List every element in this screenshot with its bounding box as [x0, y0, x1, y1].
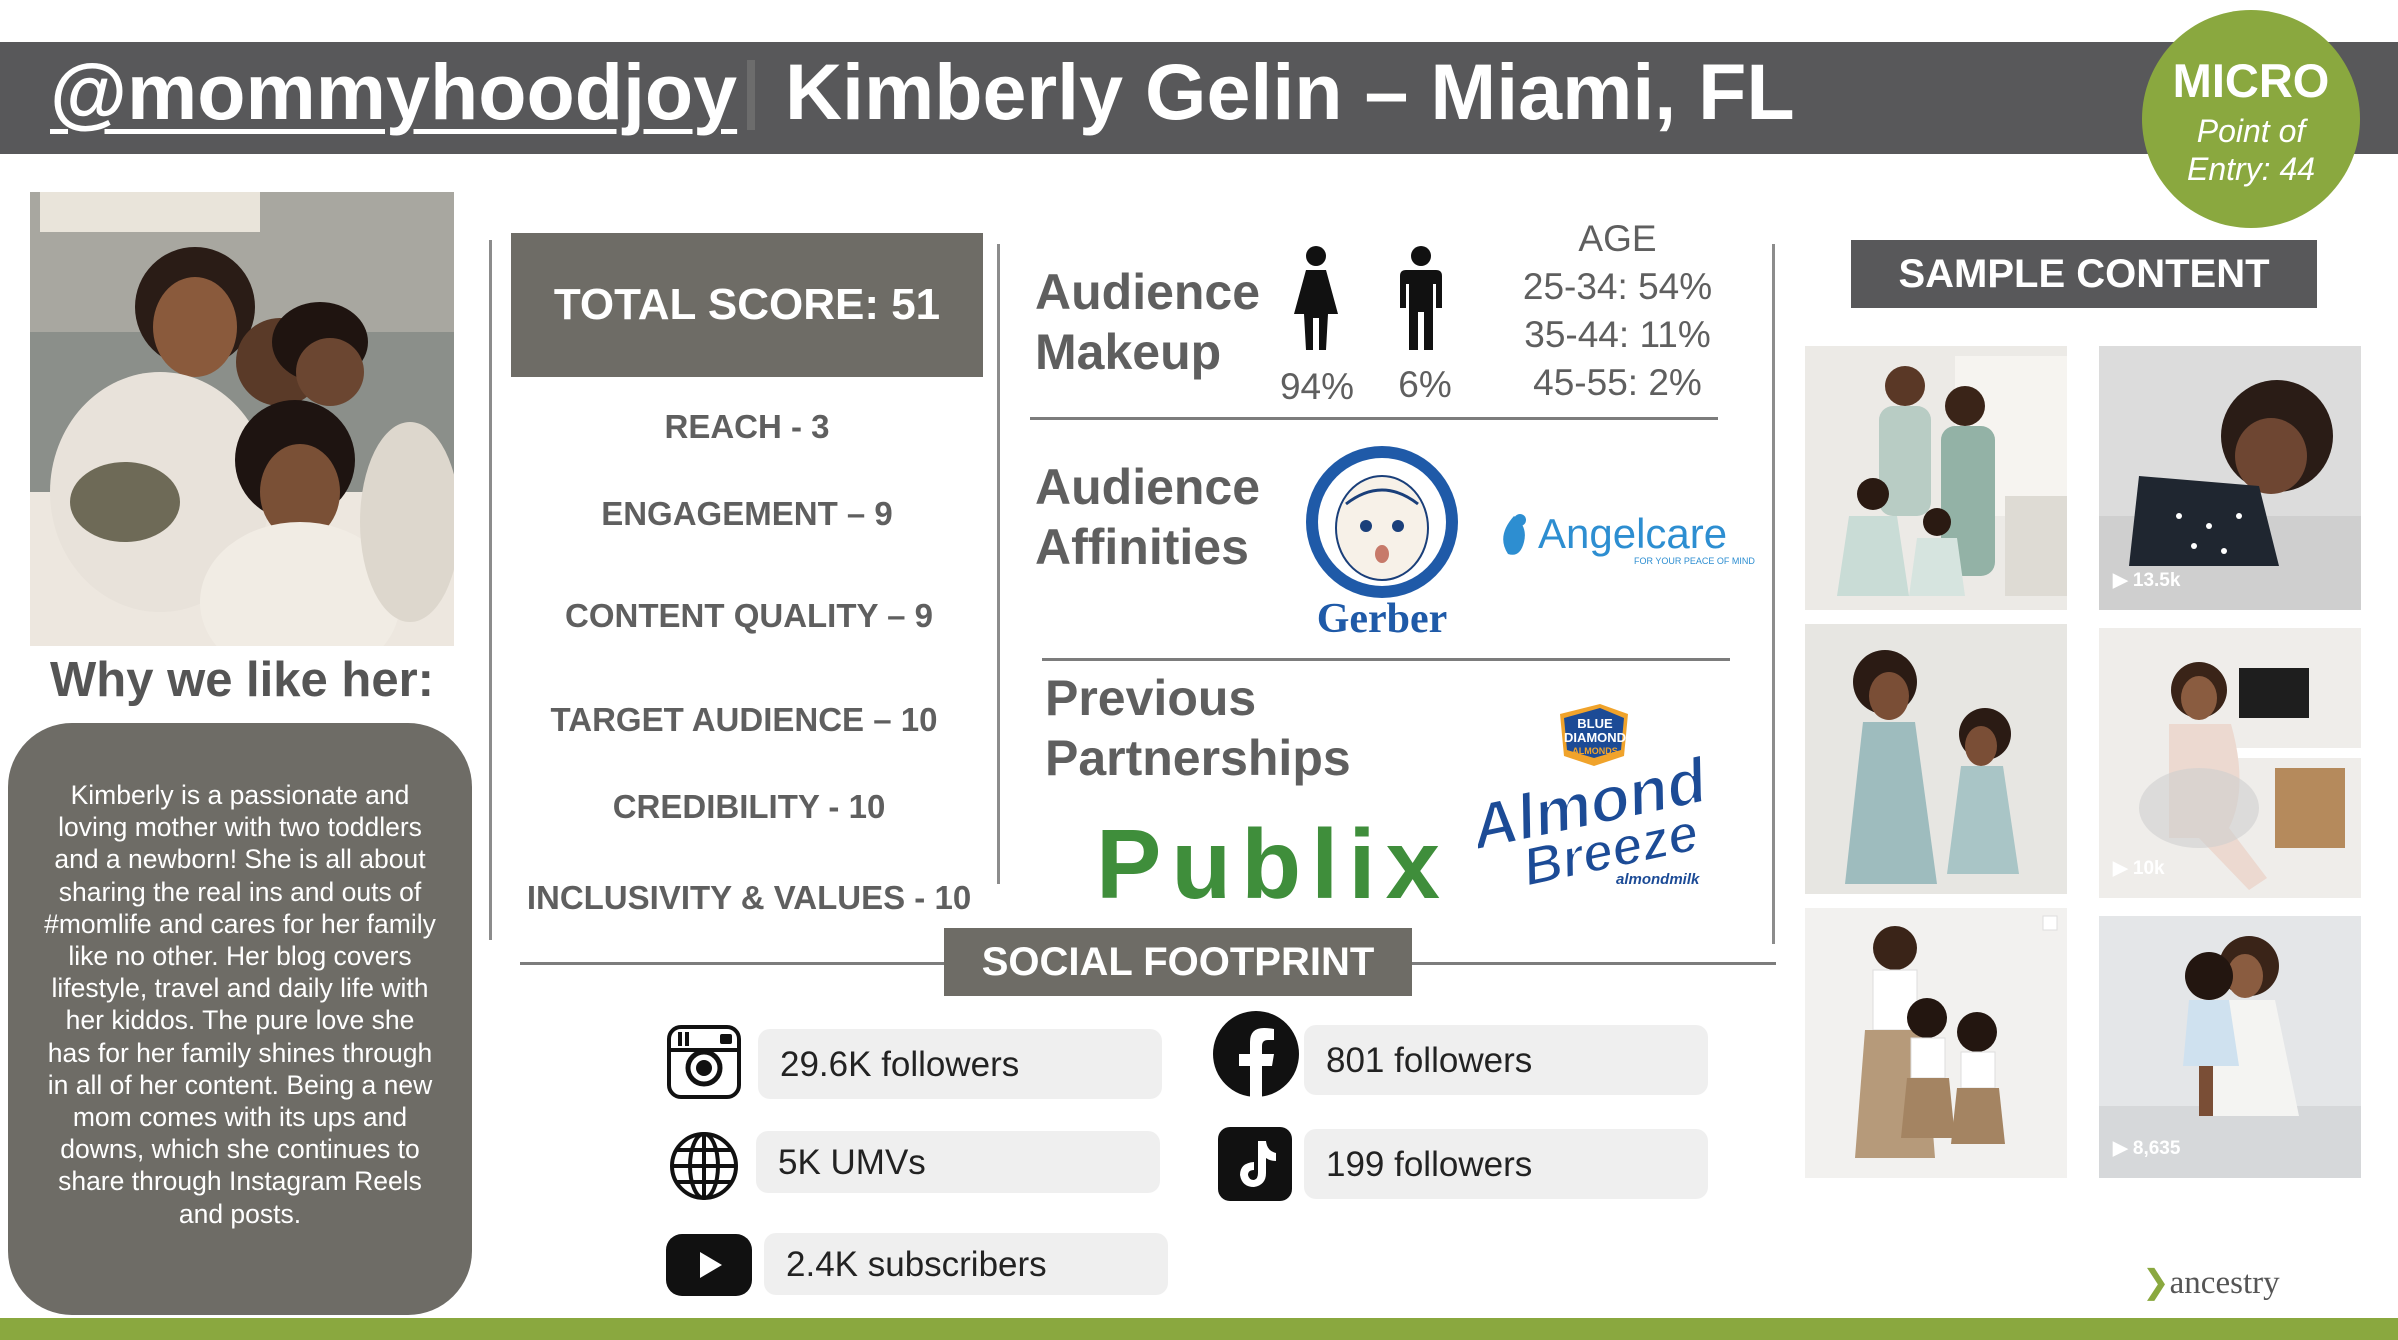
gerber-logo: Gerber [1296, 446, 1476, 642]
social-footprint-heading: SOCIAL FOOTPRINT [944, 928, 1412, 996]
website-umvs: 5K UMVs [756, 1131, 1160, 1193]
almond-breeze-logo: BLUE DIAMOND ALMONDS Almond Breeze almon… [1461, 700, 1718, 899]
influencer-name: Kimberly Gelin – Miami, FL [785, 47, 1795, 136]
svg-text:ALMONDS: ALMONDS [1572, 746, 1618, 756]
sample-divider [1772, 244, 1775, 944]
ancestry-leaf-icon: ❯ [2142, 1265, 2170, 1301]
svg-text:Angelcare: Angelcare [1538, 510, 1727, 557]
score-content-quality: CONTENT QUALITY – 9 [565, 597, 933, 634]
female-percent: 94% [1279, 366, 1355, 407]
total-score-box: TOTAL SCORE: 51 [511, 233, 983, 377]
score-target-audience: TARGET AUDIENCE – 10 [550, 701, 938, 738]
tier-badge: MICRO Point of Entry: 44 [2142, 10, 2360, 228]
score-reach: REACH - 3 [664, 408, 830, 445]
score-engagement: ENGAGEMENT – 9 [601, 495, 893, 532]
bio-card: Kimberly is a passionate and loving moth… [8, 723, 472, 1315]
bio-text: Kimberly is a passionate and loving moth… [44, 780, 436, 1229]
tier-label: MICRO [2172, 54, 2330, 107]
female-icon [1290, 246, 1342, 355]
entry-label: Point of Entry: 44 [2186, 113, 2316, 187]
youtube-subscribers: 2.4K subscribers [764, 1233, 1168, 1295]
previous-partnerships-heading: Previous Partnerships [1045, 670, 1351, 786]
ancestry-logo: ❯ancestry [2142, 1265, 2280, 1301]
tiktok-followers: 199 followers [1304, 1129, 1708, 1199]
age-heading: AGE [1578, 218, 1657, 259]
sample-video-pregnant-mom[interactable]: ▶ 10k [2099, 628, 2361, 898]
tiktok-icon[interactable] [1218, 1127, 1292, 1206]
facebook-followers: 801 followers [1304, 1025, 1708, 1095]
svg-text:Publix: Publix [1096, 816, 1450, 916]
sample-photo-family-nursery[interactable] [1805, 346, 2067, 610]
male-percent: 6% [1398, 364, 1452, 405]
male-icon [1396, 246, 1446, 355]
publix-logo: Publix [1096, 809, 1466, 919]
sample-photo-mom-daughters[interactable] [1805, 908, 2067, 1178]
footer-bar [0, 1318, 2398, 1340]
scores-right-divider [997, 244, 1000, 884]
svg-text:FOR YOUR PEACE OF MIND: FOR YOUR PEACE OF MIND [1634, 556, 1755, 566]
family-portrait-image [30, 192, 454, 646]
svg-text:Gerber: Gerber [1317, 596, 1448, 638]
score-credibility: CREDIBILITY - 10 [612, 788, 886, 825]
youtube-icon[interactable] [666, 1234, 752, 1301]
angelcare-logo: Angelcare FOR YOUR PEACE OF MIND [1494, 506, 1756, 576]
svg-text:DIAMOND: DIAMOND [1564, 730, 1626, 745]
svg-text:almondmilk: almondmilk [1616, 871, 1700, 888]
globe-icon[interactable] [668, 1130, 740, 1207]
instagram-followers: 29.6K followers [758, 1029, 1162, 1099]
sample-photo-sisters[interactable] [1805, 624, 2067, 894]
sample-video-mom-hug[interactable]: ▶ 8,635 [2099, 916, 2361, 1178]
affinities-divider [1042, 658, 1730, 661]
video-views: ▶ 8,635 [2113, 1138, 2181, 1159]
header-bar [0, 42, 2398, 154]
svg-text:BLUE: BLUE [1577, 716, 1613, 731]
header-divider [747, 60, 755, 130]
facebook-icon[interactable] [1212, 1010, 1300, 1103]
scores-left-divider [489, 240, 492, 940]
score-inclusivity: INCLUSIVITY & VALUES - 10 [526, 879, 972, 916]
why-we-like-her-heading: Why we like her: [50, 653, 434, 707]
audience-divider [1030, 417, 1718, 420]
audience-affinities-heading: Audience Affinities [1035, 459, 1261, 575]
age-row-35-44: 35-44: 11% [1524, 314, 1711, 355]
audience-makeup-heading: Audience Makeup [1035, 264, 1261, 380]
sample-video-girl-smiling[interactable]: ▶ 13.5k [2099, 346, 2361, 610]
video-views: ▶ 13.5k [2113, 570, 2181, 591]
instagram-icon[interactable] [666, 1024, 742, 1105]
age-row-25-34: 25-34: 54% [1522, 266, 1713, 307]
influencer-handle[interactable]: @mommyhoodjoy [50, 47, 738, 136]
age-row-45-55: 45-55: 2% [1533, 362, 1702, 403]
sample-content-heading: SAMPLE CONTENT [1851, 240, 2317, 308]
video-views: ▶ 10k [2113, 858, 2165, 879]
